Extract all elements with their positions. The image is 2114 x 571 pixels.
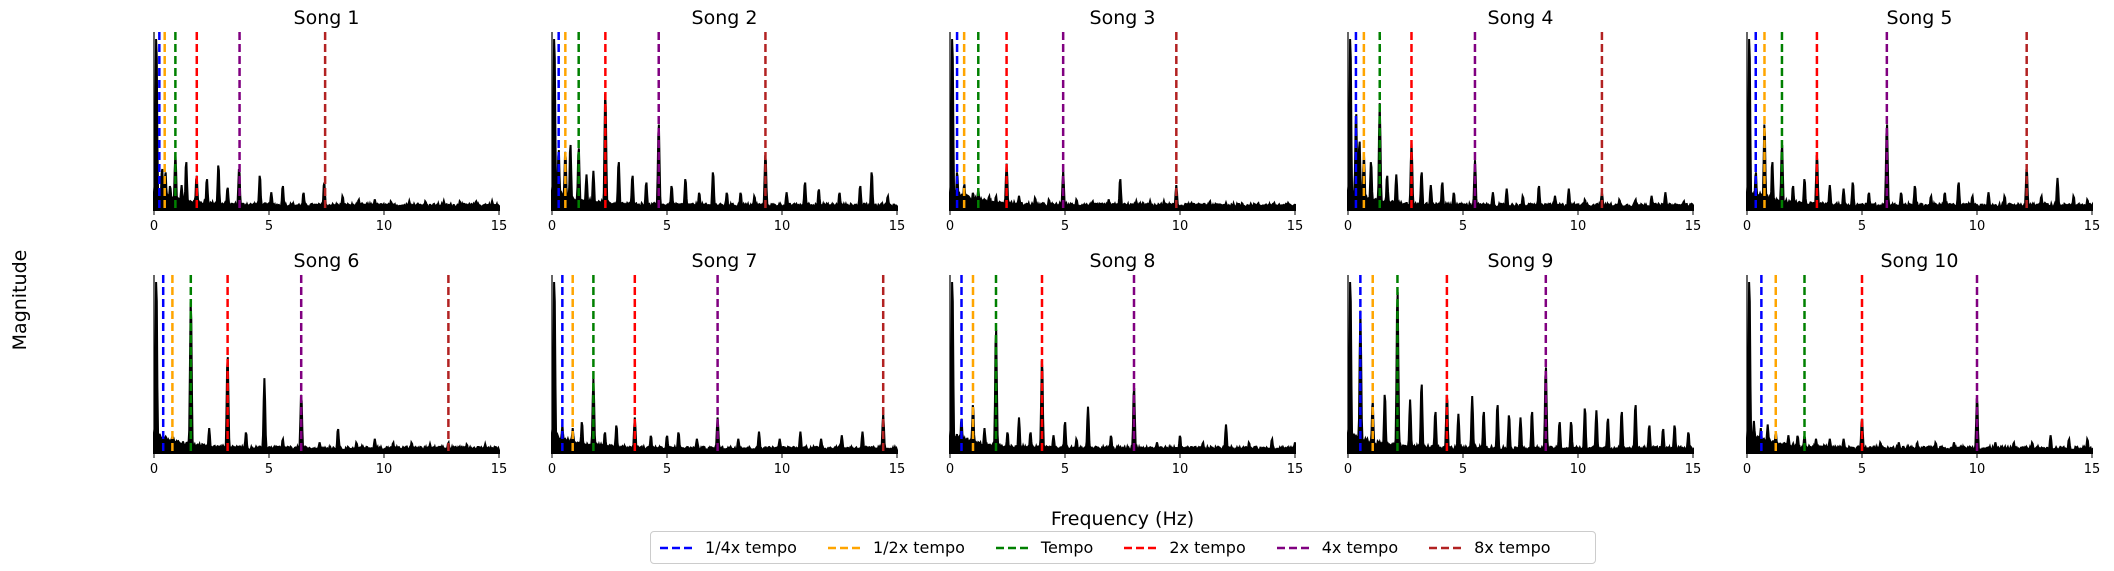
x-tick-label: 15 xyxy=(889,462,906,477)
song-panel-1: Song 1 0 5 10 15 xyxy=(150,7,507,234)
song-panel-9: Song 9 0 5 10 15 xyxy=(1344,250,1701,477)
legend-label: Tempo xyxy=(1040,538,1094,557)
spectrum-line xyxy=(949,38,1296,212)
panel-title: Song 2 xyxy=(692,7,758,29)
x-tick-label: 15 xyxy=(491,219,508,234)
x-tick-label: 15 xyxy=(2084,462,2101,477)
x-tick-label: 0 xyxy=(150,462,158,477)
legend-label: 8x tempo xyxy=(1474,538,1551,557)
x-tick-label: 5 xyxy=(1858,219,1866,234)
x-tick-label: 15 xyxy=(1287,462,1304,477)
panel-title: Song 1 xyxy=(294,7,360,29)
x-tick-label: 10 xyxy=(1570,462,1587,477)
panel-title: Song 9 xyxy=(1488,250,1554,272)
song-panel-3: Song 3 0 5 10 15 xyxy=(946,7,1303,234)
x-tick-label: 0 xyxy=(548,219,556,234)
song-panel-10: Song 10 0 5 10 15 xyxy=(1743,250,2100,477)
legend-swatch xyxy=(827,546,860,549)
legend-label: 1/2x tempo xyxy=(872,538,965,557)
spectrum-line xyxy=(153,38,500,212)
x-tick-label: 5 xyxy=(1459,462,1467,477)
spectrum-line xyxy=(1746,281,2093,455)
panel-title: Song 6 xyxy=(294,250,360,272)
y-axis-label: Magnitude xyxy=(9,249,31,351)
legend-label: 4x tempo xyxy=(1321,538,1399,557)
x-axis-label: Frequency (Hz) xyxy=(1050,508,1195,530)
x-tick-label: 0 xyxy=(150,219,158,234)
x-tick-label: 0 xyxy=(1743,462,1751,477)
x-tick-label: 0 xyxy=(946,462,954,477)
panel-title: Song 4 xyxy=(1488,7,1554,29)
spectrum-line xyxy=(1347,38,1694,211)
x-tick-label: 5 xyxy=(1061,462,1069,477)
x-tick-label: 0 xyxy=(1344,219,1352,234)
x-tick-label: 10 xyxy=(1172,219,1189,234)
song-panel-6: Song 6 0 5 10 15 xyxy=(150,250,507,477)
song-panel-2: Song 2 0 5 10 15 xyxy=(548,7,905,234)
legend-label: 2x tempo xyxy=(1169,538,1246,557)
legend-item: 1/2x tempo xyxy=(827,538,965,557)
spectrum-line xyxy=(551,38,898,211)
x-tick-label: 5 xyxy=(1459,219,1467,234)
panel-title: Song 3 xyxy=(1090,7,1156,29)
x-tick-label: 0 xyxy=(946,219,954,234)
x-tick-label: 15 xyxy=(1685,462,1702,477)
legend-swatch xyxy=(995,546,1028,549)
x-tick-label: 10 xyxy=(1570,219,1587,234)
x-tick-label: 10 xyxy=(1969,462,1986,477)
legend-item: Tempo xyxy=(995,538,1093,557)
panel-title: Song 8 xyxy=(1090,250,1156,272)
legend-item: 8x tempo xyxy=(1428,538,1551,557)
x-tick-label: 0 xyxy=(548,462,556,477)
song-panel-8: Song 8 0 5 10 15 xyxy=(946,250,1303,477)
legend: 1/4x tempo 1/2x tempo Tempo 2x tempo 4x temp… xyxy=(650,531,1596,564)
x-tick-label: 10 xyxy=(1969,219,1986,234)
panel-title: Song 5 xyxy=(1887,7,1953,29)
legend-item: 1/4x tempo xyxy=(659,538,797,557)
x-tick-label: 5 xyxy=(265,219,273,234)
x-tick-label: 10 xyxy=(774,219,791,234)
spectrum-line xyxy=(1746,38,2093,211)
x-tick-label: 5 xyxy=(1061,219,1069,234)
x-tick-label: 15 xyxy=(1685,219,1702,234)
song-panel-4: Song 4 0 5 10 15 xyxy=(1344,7,1701,234)
legend-swatch xyxy=(1276,546,1309,549)
spectrum-line xyxy=(153,281,500,455)
spectrum-line xyxy=(1347,281,1694,454)
x-tick-label: 5 xyxy=(663,219,671,234)
song-panel-5: Song 5 0 5 10 15 xyxy=(1743,7,2100,234)
x-tick-label: 15 xyxy=(491,462,508,477)
legend-item: 2x tempo xyxy=(1123,538,1246,557)
x-tick-label: 15 xyxy=(1287,219,1304,234)
spectrum-line xyxy=(949,281,1296,455)
x-tick-label: 10 xyxy=(774,462,791,477)
panel-title: Song 10 xyxy=(1880,250,1958,272)
x-tick-label: 5 xyxy=(663,462,671,477)
song-panel-7: Song 7 0 5 10 15 xyxy=(548,250,905,477)
x-tick-label: 0 xyxy=(1344,462,1352,477)
x-tick-label: 0 xyxy=(1743,219,1751,234)
panel-title: Song 7 xyxy=(692,250,758,272)
legend-label: 1/4x tempo xyxy=(705,538,797,557)
legend-swatch xyxy=(1429,546,1462,549)
legend-item: 4x tempo xyxy=(1276,538,1398,557)
x-tick-label: 5 xyxy=(1858,462,1866,477)
x-tick-label: 5 xyxy=(265,462,273,477)
x-tick-label: 10 xyxy=(1172,462,1189,477)
legend-swatch xyxy=(1124,546,1157,549)
x-tick-label: 15 xyxy=(889,219,906,234)
x-tick-label: 10 xyxy=(376,219,393,234)
spectrum-line xyxy=(551,281,898,455)
x-tick-label: 15 xyxy=(2084,219,2101,234)
legend-swatch xyxy=(660,546,692,549)
x-tick-label: 10 xyxy=(376,462,393,477)
